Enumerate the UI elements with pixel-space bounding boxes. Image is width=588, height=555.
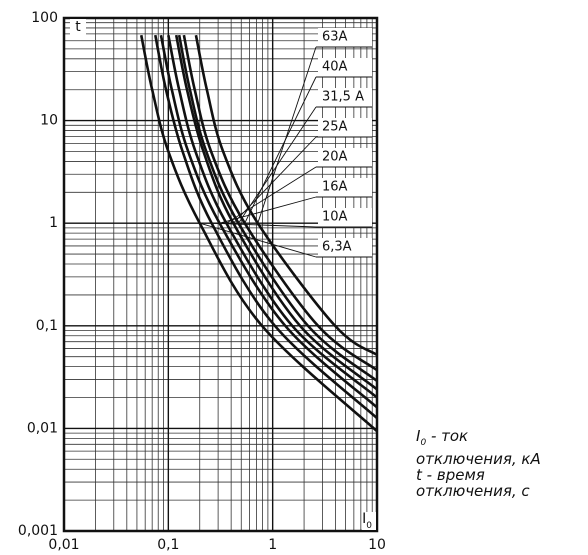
note-line: отключения, с — [416, 483, 541, 499]
leader-line — [226, 166, 317, 224]
note-symbol: t — [416, 466, 422, 484]
note-text: - ток — [430, 427, 469, 445]
y-tick-label: 100 — [31, 10, 58, 26]
note-text: - время — [426, 466, 485, 484]
curve — [159, 34, 378, 409]
y-tick-label: 0,1 — [36, 318, 58, 334]
curve — [167, 34, 378, 399]
note-subscript: 0 — [420, 438, 427, 448]
note-line: t - время — [416, 467, 541, 483]
label-bg — [318, 148, 372, 167]
series-label: 25A — [322, 120, 348, 135]
curve — [177, 34, 378, 382]
plot-frame — [62, 16, 379, 533]
note-line: отключения, кА — [416, 451, 541, 467]
curve — [182, 34, 378, 372]
leader-line — [211, 222, 317, 228]
ylabel-bg — [70, 19, 86, 35]
series-label: 6,3A — [322, 240, 352, 255]
x-axis-subscript: 0 — [366, 521, 372, 531]
x-axis-label: I0 — [362, 511, 372, 531]
x-tick-label: 0,01 — [48, 537, 79, 553]
y-tick-label: 0,001 — [18, 523, 58, 539]
leader-line — [244, 76, 317, 224]
y-axis-label: t — [75, 19, 81, 35]
series-label: 16A — [322, 180, 348, 195]
label-bg — [318, 178, 372, 197]
series-label: 20A — [322, 150, 348, 165]
label-bg — [318, 28, 372, 47]
leader-line — [199, 222, 317, 258]
curve — [139, 34, 378, 433]
label-bg — [318, 238, 372, 257]
series-label: 10A — [322, 210, 348, 225]
note-text: отключения, с — [416, 482, 530, 500]
xlabel-bg — [362, 512, 376, 530]
x-tick-label: 1 — [268, 537, 277, 553]
note-text: отключения, кА — [416, 450, 541, 468]
x-tick-label: 0,1 — [157, 537, 179, 553]
note-symbol: I — [416, 427, 421, 445]
note-line: I0 - ток — [416, 428, 541, 451]
labels: 6,3A 10A 16A 20A 25A 31,5 A 40A 63A — [199, 28, 372, 258]
series-label: 63A — [322, 30, 348, 45]
y-tick-label: 1 — [49, 215, 58, 231]
leader-line — [233, 136, 317, 224]
notes: I0 - ток отключения, кА t - время отключени… — [416, 428, 541, 499]
x-axis-symbol: I — [362, 511, 366, 527]
curve — [174, 34, 378, 391]
leader-line — [257, 46, 317, 224]
label-bg — [318, 58, 372, 77]
curve — [194, 34, 378, 357]
label-bg — [318, 208, 372, 227]
curves — [139, 34, 378, 433]
series-label: 40A — [322, 60, 348, 75]
y-tick-label: 0,01 — [27, 420, 58, 436]
series-label: 31,5 A — [322, 90, 364, 105]
label-bg — [318, 88, 372, 107]
x-tick-label: 10 — [368, 537, 386, 553]
label-bg — [318, 118, 372, 137]
curve — [154, 34, 378, 420]
leader-line — [219, 196, 317, 224]
y-tick-label: 10 — [40, 113, 58, 129]
